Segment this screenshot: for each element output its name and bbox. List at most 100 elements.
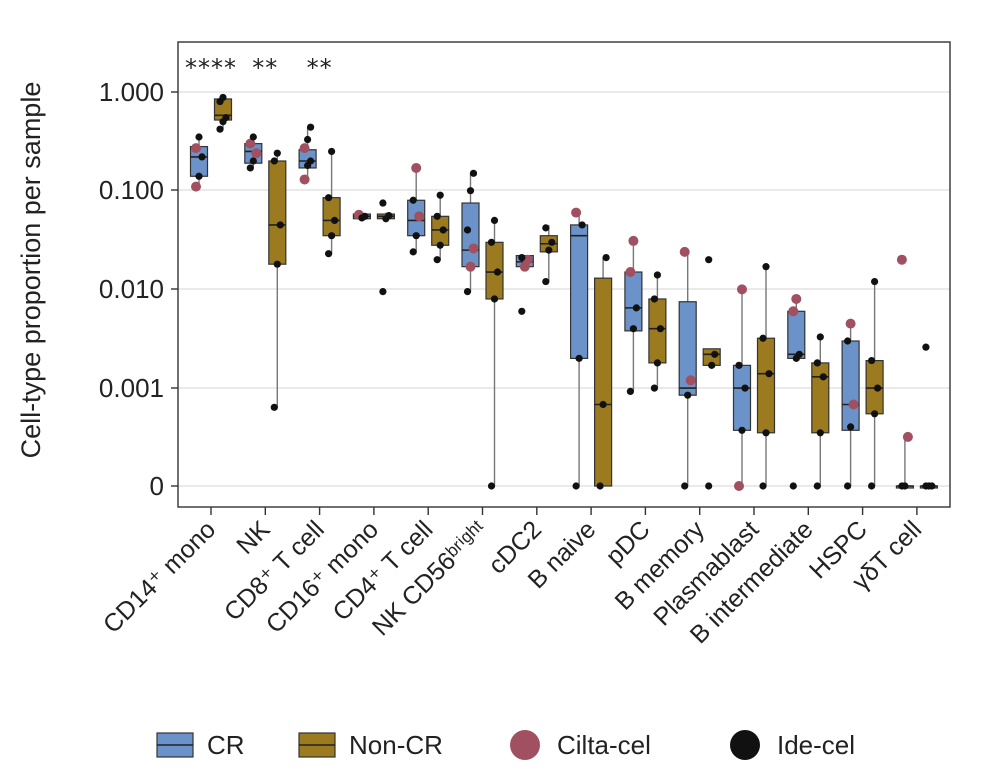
- ide-cel-point: [219, 93, 227, 102]
- ide-cel-point: [901, 482, 909, 490]
- ide-cel-point: [379, 287, 387, 296]
- ide-cel-point: [325, 194, 333, 202]
- ide-cel-point: [578, 221, 586, 229]
- ide-cel-point: [439, 226, 447, 234]
- box: [841, 340, 860, 431]
- ide-cel-point: [816, 333, 824, 341]
- box: [268, 160, 287, 265]
- cilta-cel-point: [845, 318, 856, 329]
- ide-cel-point: [487, 238, 496, 246]
- ide-cel-point: [328, 232, 336, 240]
- cilta-cel-point: [625, 267, 636, 278]
- ide-cel-point: [216, 125, 224, 133]
- ide-cel-point: [542, 277, 550, 286]
- ide-cel-point: [819, 373, 827, 381]
- ide-cel-point: [466, 187, 475, 195]
- box: [624, 271, 643, 332]
- ide-cel-point: [789, 482, 797, 490]
- cilta-cel-point: [191, 143, 201, 154]
- ide-cel-point: [436, 241, 444, 249]
- ide-cel-point: [518, 253, 526, 262]
- ide-cel-point: [273, 260, 281, 268]
- cilta-cel-point: [848, 399, 859, 410]
- x-tick-label: CD14⁺ mono: [98, 515, 221, 638]
- plot-frame: [177, 41, 951, 508]
- ide-cel-point: [596, 482, 604, 490]
- cilta-cel-point: [465, 261, 476, 272]
- ide-cel-point: [629, 325, 638, 333]
- ide-cel-point: [708, 361, 716, 369]
- ide-cel-point: [795, 350, 803, 358]
- ide-cel-point: [385, 211, 393, 220]
- ide-cel-point: [409, 248, 417, 256]
- ide-cel-point: [542, 224, 550, 232]
- ide-cel-point: [684, 391, 692, 399]
- significance-marker: **: [252, 54, 278, 82]
- ide-cel-point: [599, 400, 607, 409]
- ide-cel-point: [626, 387, 635, 396]
- ide-cel-point: [813, 482, 821, 490]
- ide-cel-point: [433, 256, 441, 264]
- ide-cel-point: [759, 334, 767, 342]
- ide-cel-point: [433, 212, 441, 220]
- ide-cel-point: [765, 370, 773, 378]
- box: [787, 310, 806, 359]
- ide-cel-point: [572, 482, 580, 490]
- y-tick-label: 0.001: [99, 373, 164, 403]
- cilta-cel-point: [679, 246, 690, 257]
- cilta-cel-point: [411, 162, 422, 173]
- box: [461, 202, 480, 268]
- ide-cel-point: [195, 133, 203, 141]
- significance-marker: **: [307, 54, 333, 82]
- box-series: [189, 97, 939, 489]
- ide-cel-point: [656, 325, 665, 333]
- box: [593, 277, 613, 487]
- ide-cel-point: [490, 216, 499, 225]
- ide-cel-point: [412, 232, 420, 240]
- ide-cel-point: [813, 359, 821, 367]
- ide-cel-point: [328, 147, 336, 156]
- cilta-cel-point: [299, 174, 310, 185]
- box: [569, 224, 589, 359]
- cilta-cel-point: [251, 148, 262, 159]
- y-tick-label: 0.100: [99, 175, 164, 205]
- box: [811, 362, 830, 434]
- ide-cel-point: [738, 426, 746, 434]
- ide-cel-point: [735, 361, 743, 369]
- legend-label: Cilta-cel: [557, 730, 651, 760]
- cilta-cel-point: [571, 207, 582, 218]
- ide-cel-point: [681, 482, 689, 490]
- ide-cel-point: [246, 164, 254, 172]
- box: [322, 197, 341, 237]
- ide-cel-point: [816, 429, 824, 437]
- legend: CR Non-CR Cilta-cel Ide-cel: [156, 730, 855, 760]
- box: [732, 364, 752, 431]
- ide-cel-point: [195, 172, 203, 180]
- ide-cel-point: [273, 149, 281, 157]
- significance-marker: ****: [185, 54, 237, 82]
- legend-label: Ide-cel: [777, 730, 855, 760]
- ide-cel-point: [922, 343, 930, 351]
- ide-cel-point: [868, 482, 876, 490]
- ide-cel-point: [871, 410, 879, 418]
- cilta-cel-point: [896, 254, 907, 265]
- y-tick-label: 1.000: [99, 77, 164, 107]
- ide-cel-point: [650, 384, 659, 392]
- box: [648, 298, 667, 364]
- box: [756, 337, 776, 434]
- ide-cel-point: [463, 287, 472, 296]
- x-tick-label: NK: [231, 515, 276, 560]
- cilta-cel-point: [414, 211, 425, 222]
- cilta-cel-point: [737, 284, 747, 295]
- ide-cel-point: [304, 135, 312, 144]
- ide-cel-point: [307, 123, 315, 131]
- ide-cel-point: [928, 482, 936, 490]
- ide-cel-point: [493, 268, 502, 276]
- legend-dot: [510, 730, 540, 760]
- ide-cel-point: [518, 307, 526, 315]
- ide-cel-point: [249, 133, 257, 141]
- legend-dot: [730, 730, 760, 760]
- ide-cel-point: [874, 384, 882, 392]
- ide-cel-point: [270, 157, 278, 165]
